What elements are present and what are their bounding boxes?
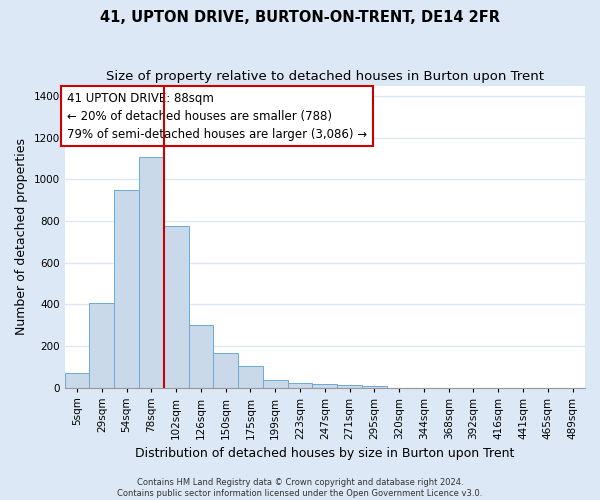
Bar xyxy=(139,158,164,388)
Bar xyxy=(238,366,263,388)
Text: 41, UPTON DRIVE, BURTON-ON-TRENT, DE14 2FR: 41, UPTON DRIVE, BURTON-ON-TRENT, DE14 2… xyxy=(100,10,500,25)
Bar xyxy=(214,352,238,388)
Bar xyxy=(313,384,337,388)
Bar xyxy=(188,325,214,388)
Bar xyxy=(337,385,362,388)
Text: 41 UPTON DRIVE: 88sqm
← 20% of detached houses are smaller (788)
79% of semi-det: 41 UPTON DRIVE: 88sqm ← 20% of detached … xyxy=(67,92,367,140)
Bar xyxy=(65,373,89,388)
Bar xyxy=(89,303,114,388)
Title: Size of property relative to detached houses in Burton upon Trent: Size of property relative to detached ho… xyxy=(106,70,544,83)
Y-axis label: Number of detached properties: Number of detached properties xyxy=(15,138,28,335)
Text: Contains HM Land Registry data © Crown copyright and database right 2024.
Contai: Contains HM Land Registry data © Crown c… xyxy=(118,478,482,498)
Bar xyxy=(287,384,313,388)
Bar xyxy=(114,190,139,388)
Bar xyxy=(362,386,387,388)
Bar xyxy=(164,226,188,388)
X-axis label: Distribution of detached houses by size in Burton upon Trent: Distribution of detached houses by size … xyxy=(135,447,515,460)
Bar xyxy=(263,380,287,388)
